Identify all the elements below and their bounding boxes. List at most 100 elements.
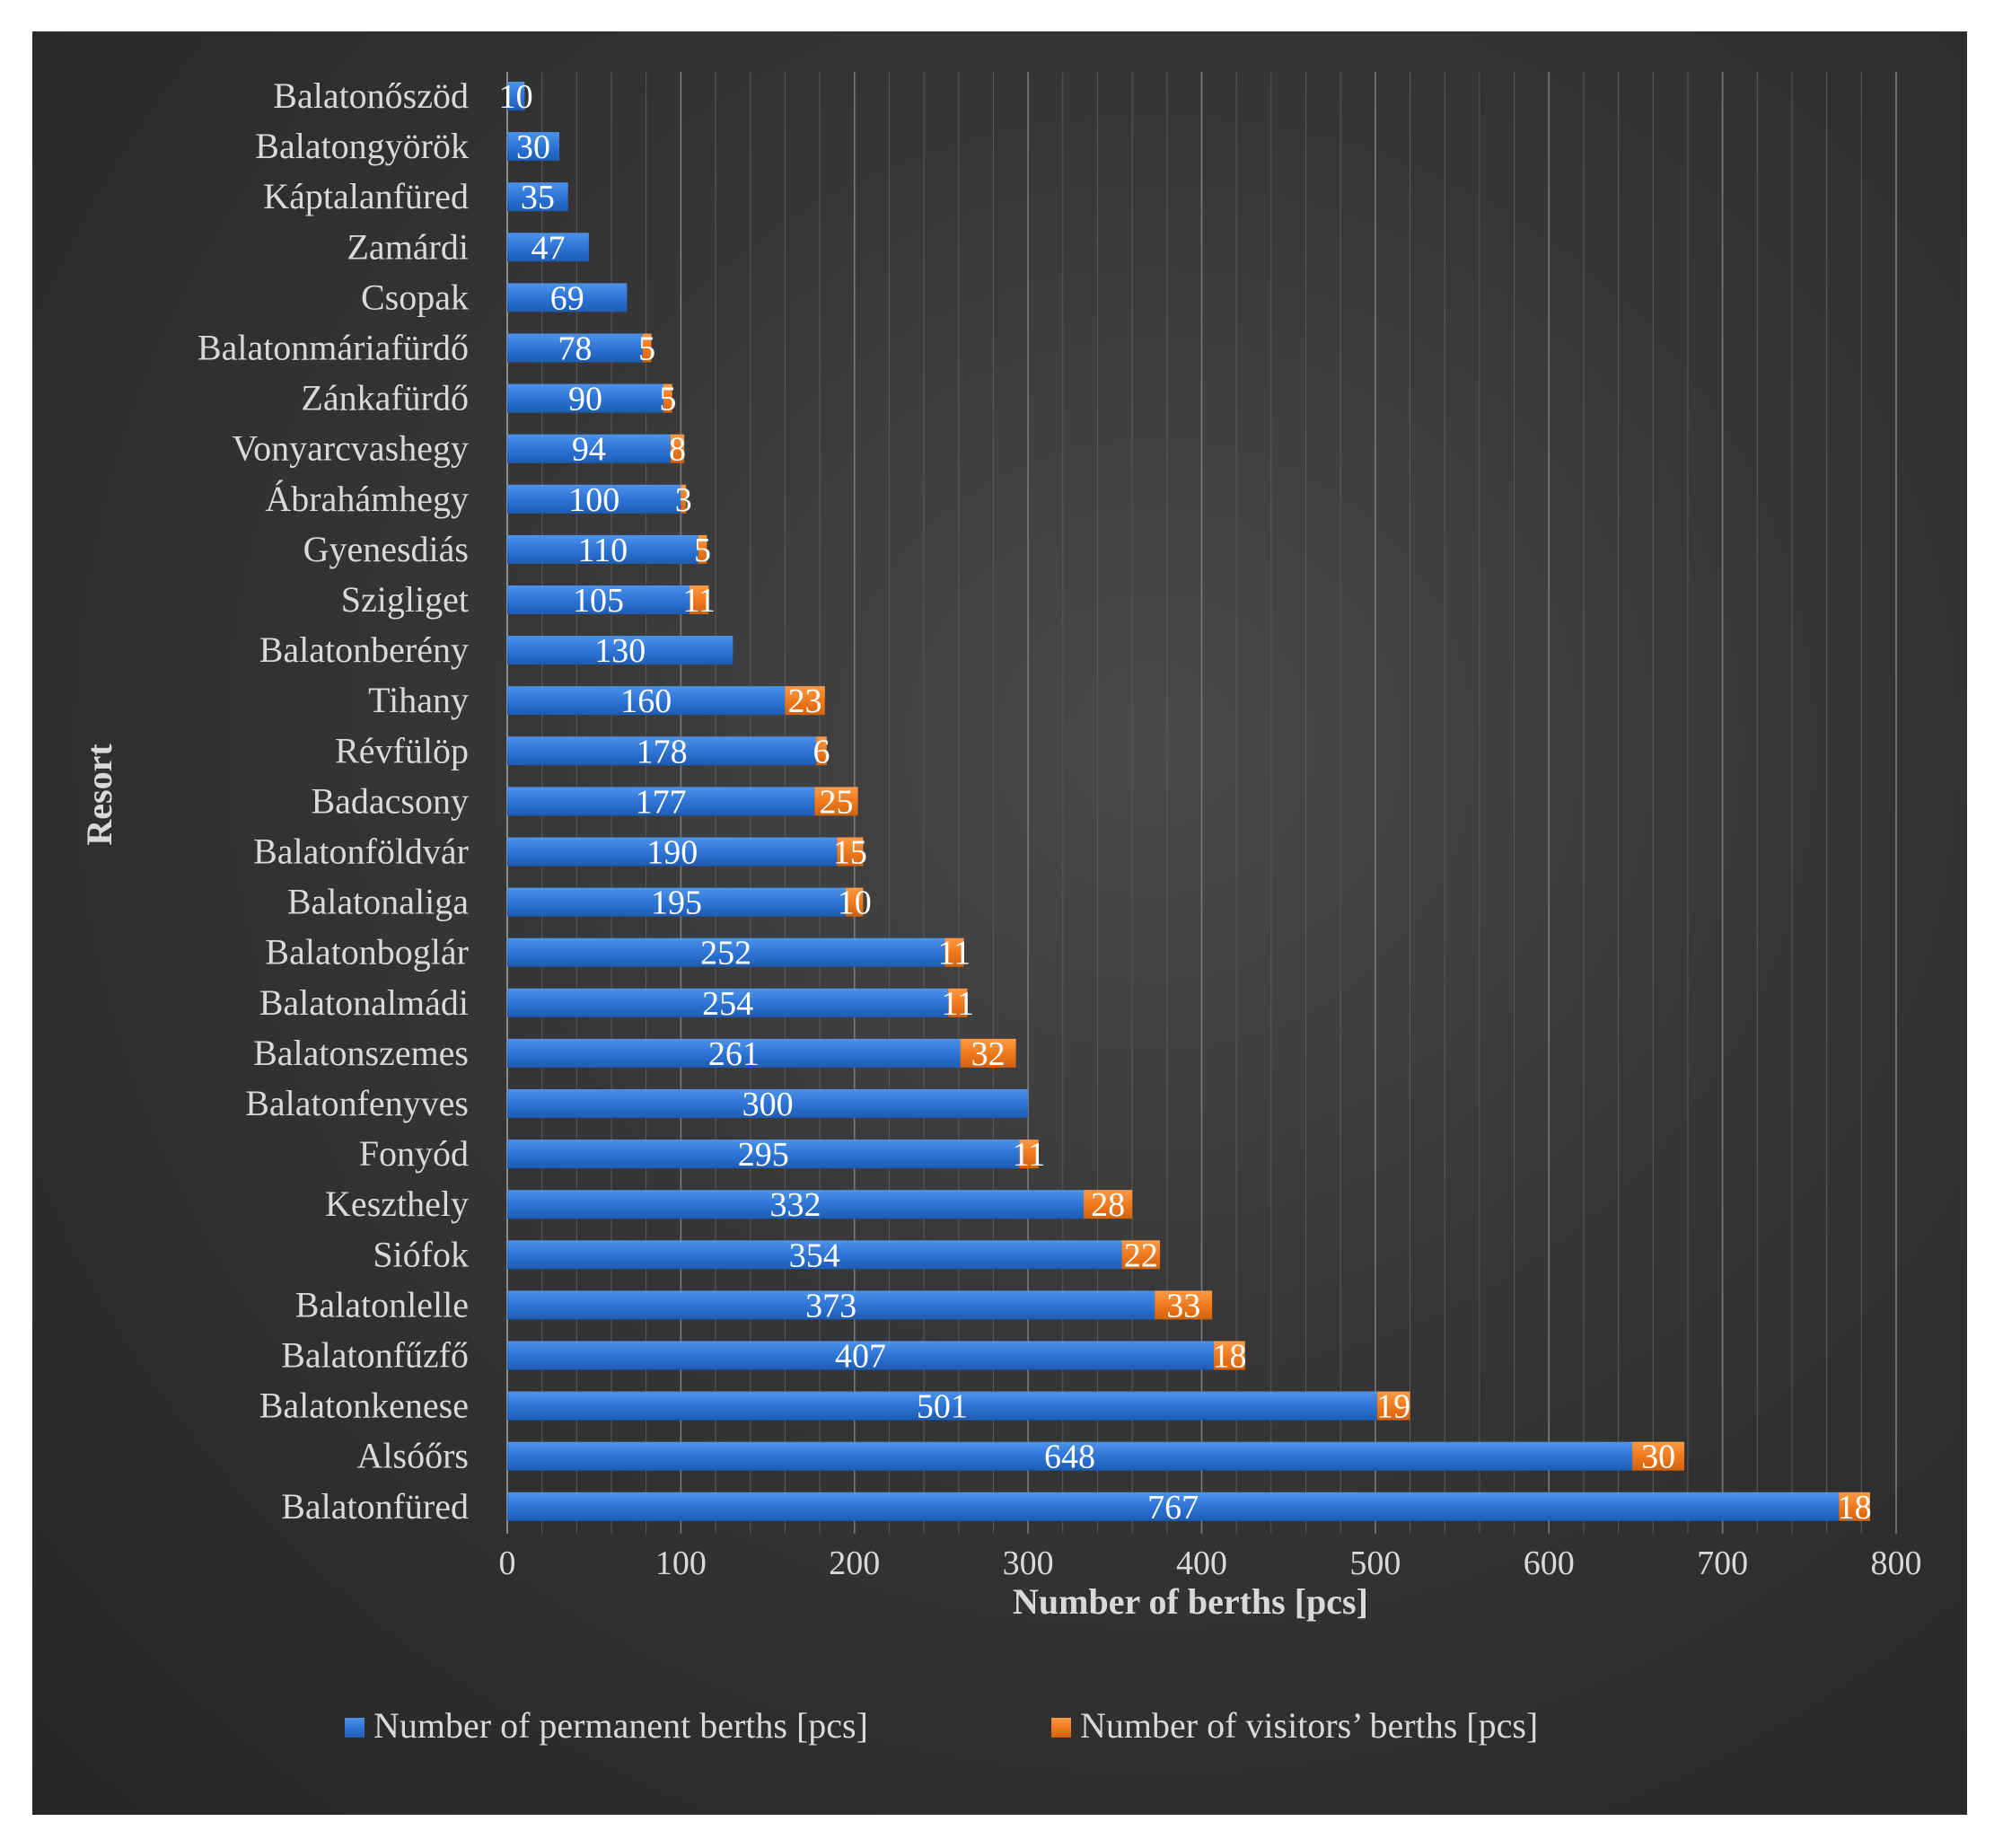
legend: Number of permanent berths [pcs] Number … xyxy=(345,1705,1538,1746)
value-label-visitors: 22 xyxy=(1124,1236,1158,1274)
bar-visitors xyxy=(663,383,672,413)
value-label-visitors: 11 xyxy=(682,582,716,620)
value-label-permanent: 160 xyxy=(620,682,672,720)
bar-permanent xyxy=(507,1441,1633,1471)
value-label-permanent: 300 xyxy=(742,1086,794,1123)
bar-permanent xyxy=(507,736,817,766)
value-label-permanent: 407 xyxy=(835,1338,886,1376)
bar-permanent xyxy=(507,585,690,614)
value-axis: 0 100 200 300 400 500 600 700 800 xyxy=(499,1544,1922,1582)
x-axis-title: Number of berths [pcs] xyxy=(1013,1581,1368,1622)
bar-visitors xyxy=(1839,1492,1870,1521)
category-label: Balatonmáriafürdő xyxy=(198,328,469,368)
category-label: Balatonszemes xyxy=(253,1033,469,1073)
bar-visitors xyxy=(1376,1391,1410,1421)
value-label-visitors: 33 xyxy=(1166,1287,1200,1324)
category-label: Balatonföldvár xyxy=(253,832,469,872)
bar-visitors xyxy=(1084,1190,1133,1219)
value-label-visitors: 28 xyxy=(1091,1186,1125,1224)
bar-visitors xyxy=(948,988,968,1017)
bar-visitors xyxy=(670,434,685,463)
value-label-visitors: 18 xyxy=(1838,1489,1872,1527)
category-label: Tihany xyxy=(368,680,469,720)
value-label-permanent: 105 xyxy=(573,582,624,620)
bar-visitors xyxy=(1121,1240,1161,1270)
value-label-visitors: 8 xyxy=(669,431,686,469)
value-label-permanent: 254 xyxy=(702,985,753,1023)
value-label-permanent: 47 xyxy=(531,229,565,267)
value-label-visitors: 11 xyxy=(938,935,971,972)
x-tick-label: 300 xyxy=(1003,1544,1054,1582)
value-label-permanent: 100 xyxy=(568,481,619,519)
value-label-visitors: 6 xyxy=(813,733,830,770)
value-label-visitors: 25 xyxy=(819,783,853,821)
value-label-permanent: 332 xyxy=(770,1186,821,1224)
bar-visitors xyxy=(785,686,825,716)
value-label-permanent: 252 xyxy=(700,935,751,972)
value-label-visitors: 11 xyxy=(1013,1136,1046,1174)
x-tick-label: 700 xyxy=(1697,1544,1748,1582)
bar-permanent xyxy=(507,636,733,665)
category-label: Balatonaliga xyxy=(287,882,469,922)
category-label: Vonyarcvashegy xyxy=(232,428,469,469)
bar-permanent xyxy=(507,1240,1122,1270)
category-label: Káptalanfüred xyxy=(263,176,469,216)
bar-visitors xyxy=(944,937,964,967)
value-label-visitors: 5 xyxy=(694,532,711,569)
value-label-visitors: 19 xyxy=(1376,1388,1410,1426)
legend-label-permanent: Number of permanent berths [pcs] xyxy=(373,1705,868,1746)
bar-visitors xyxy=(960,1038,1016,1068)
bar-permanent xyxy=(507,283,628,312)
category-label: Alsóőrs xyxy=(357,1436,469,1476)
legend-label-visitors: Number of visitors’ berths [pcs] xyxy=(1080,1705,1538,1746)
value-label-permanent: 373 xyxy=(805,1287,856,1324)
category-label: Keszthely xyxy=(325,1184,469,1224)
value-label-permanent: 30 xyxy=(516,128,550,166)
category-label: Balatonlelle xyxy=(295,1284,469,1324)
category-label: Gyenesdiás xyxy=(303,529,469,569)
bar-visitors xyxy=(690,585,709,614)
category-label: Siófok xyxy=(373,1234,469,1274)
value-label-visitors: 5 xyxy=(638,330,655,368)
gridlines xyxy=(506,72,1897,1534)
value-label-permanent: 195 xyxy=(651,884,702,922)
bar-permanent xyxy=(507,1492,1840,1521)
x-tick-label: 0 xyxy=(499,1544,516,1582)
bar-visitors xyxy=(816,736,827,766)
value-label-visitors: 5 xyxy=(659,381,676,418)
bar-permanent xyxy=(507,787,815,816)
value-label-visitors: 23 xyxy=(788,682,822,720)
value-label-permanent: 354 xyxy=(789,1236,840,1274)
category-label: Badacsony xyxy=(311,780,469,821)
bar-permanent xyxy=(507,383,664,413)
value-label-visitors: 18 xyxy=(1212,1338,1246,1376)
value-label-visitors: 3 xyxy=(675,481,692,519)
category-label: Fonyód xyxy=(359,1133,469,1174)
value-label-visitors: 15 xyxy=(833,834,867,872)
x-tick-label: 200 xyxy=(829,1544,880,1582)
bar-visitors xyxy=(837,837,864,867)
bar-permanent xyxy=(507,686,786,716)
bar-visitors xyxy=(698,534,707,564)
category-label: Zamárdi xyxy=(347,226,470,267)
bar-visitors xyxy=(642,333,652,363)
bar-permanent xyxy=(507,182,568,212)
category-label: Balatonfenyves xyxy=(245,1083,469,1123)
chart-area: 10 30 35 47 69 78 5 90 5 94 8 100 3 110 5 105 11 130 160 23… xyxy=(32,31,1967,1815)
x-tick-label: 600 xyxy=(1524,1544,1575,1582)
bar-permanent xyxy=(507,937,945,967)
category-label: Révfülöp xyxy=(335,730,469,770)
bar-permanent xyxy=(507,534,698,564)
bar-visitors xyxy=(814,787,858,816)
bar-permanent xyxy=(507,233,589,262)
value-label-permanent: 69 xyxy=(550,279,584,317)
value-label-permanent: 110 xyxy=(578,532,628,569)
bar-permanent xyxy=(507,132,560,162)
category-label: Balatonalmádi xyxy=(259,982,469,1023)
value-label-visitors: 30 xyxy=(1641,1439,1675,1476)
bar-visitors xyxy=(681,484,687,514)
category-label: Balatongyörök xyxy=(255,126,469,166)
bar-visitors xyxy=(1019,1140,1039,1169)
value-label-permanent: 190 xyxy=(646,834,698,872)
